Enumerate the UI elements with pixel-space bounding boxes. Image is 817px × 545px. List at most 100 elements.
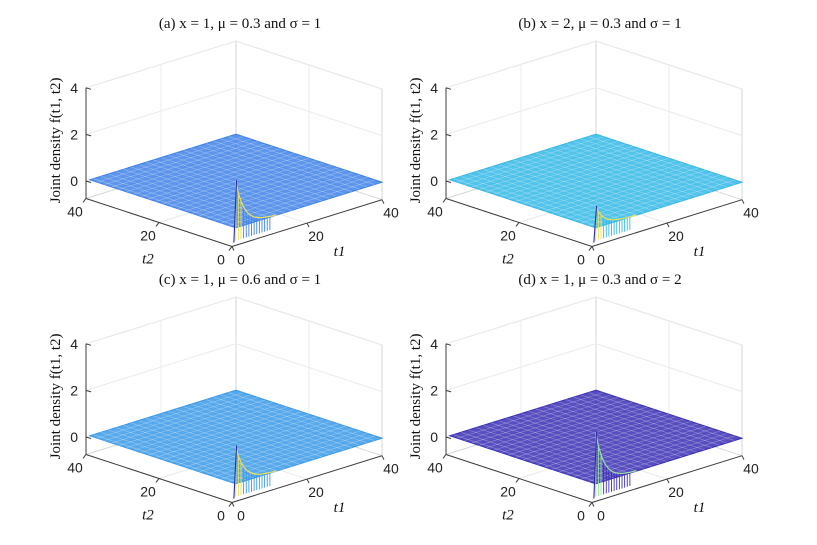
surface-mesh (145, 417, 293, 467)
tick-label-t2: 0 (577, 507, 585, 523)
panel-title: (b) x = 2, μ = 0.3 and σ = 1 (518, 16, 681, 32)
grid-line-z (85, 87, 383, 137)
tick-t2 (442, 454, 447, 459)
surface-mesh (551, 423, 699, 470)
surface-mesh (493, 404, 640, 451)
surface-mesh (228, 179, 375, 226)
tick-z (445, 180, 452, 183)
x-axis-label: t1 (334, 244, 346, 260)
tick-label-t2: 0 (217, 507, 225, 523)
z-axis-label: Joint density f(t1, t2) (408, 77, 424, 203)
surface-mesh (468, 429, 615, 479)
surface-mesh (508, 409, 655, 456)
surface-mesh (513, 415, 660, 465)
surface-mesh (559, 425, 706, 473)
surface-mesh (558, 145, 705, 195)
tick-t2 (155, 222, 160, 227)
surface-mesh (126, 401, 273, 449)
surface-mesh (205, 143, 353, 192)
tick-t2 (82, 198, 87, 203)
tick-t1 (666, 478, 670, 484)
surface-mesh (169, 160, 317, 207)
surface-mesh (190, 147, 338, 197)
tick-label-z: 0 (70, 173, 78, 189)
surface-mesh (550, 403, 698, 453)
surface-mesh (453, 434, 600, 483)
surface-mesh (498, 164, 645, 213)
surface-mesh (550, 147, 698, 197)
tick-label-t1: 40 (383, 461, 399, 477)
surface-mesh (513, 159, 660, 209)
surface-mesh (220, 394, 368, 444)
tick-label-t1: 20 (668, 484, 684, 500)
surface-mesh (475, 427, 623, 476)
tick-t2 (442, 198, 447, 203)
surface-mesh (515, 155, 662, 202)
surface-mesh (535, 152, 683, 202)
tick-label-t2: 0 (577, 251, 585, 267)
surface-spike (593, 205, 598, 243)
tick-t1 (591, 502, 595, 507)
surface-mesh (206, 428, 353, 475)
chart-panel-a: 0 20 40 0 20 40 0 2 4 (a) x = 1, μ = 0.3 and σ = … (48, 16, 399, 267)
surface-peak-ridge (595, 206, 637, 221)
surface-mesh (221, 433, 368, 480)
surface-mesh (169, 416, 317, 463)
tick-label-z: 2 (430, 126, 438, 142)
surface-mesh (486, 401, 633, 449)
box-edge (445, 40, 743, 90)
tick-label-z: 0 (430, 173, 438, 189)
grid-line-z (445, 343, 743, 393)
surface-mesh (464, 138, 611, 185)
surface-mesh (140, 406, 288, 453)
surface-mesh (528, 410, 675, 460)
surface-mesh (220, 138, 368, 188)
tick-z (85, 133, 92, 137)
box-edge (85, 40, 383, 90)
tick-label-t2: 40 (427, 459, 443, 475)
surface-mesh (500, 406, 648, 453)
surface-mesh (490, 422, 638, 472)
surface-spike (233, 445, 238, 499)
box-edge (445, 296, 743, 346)
surface-spike (233, 180, 238, 243)
surface-mesh (111, 141, 258, 188)
surface-mesh (478, 143, 626, 190)
surface-sheet (448, 133, 744, 229)
box-edge (85, 296, 383, 346)
tick-z (85, 180, 92, 183)
surface-mesh (456, 392, 604, 439)
surface-mesh (460, 432, 608, 481)
tick-z (445, 436, 452, 439)
tick-label-t2: 20 (500, 483, 516, 499)
surface-mesh (498, 420, 645, 469)
surface-mesh (96, 136, 244, 183)
tick-label-t2: 40 (67, 459, 83, 475)
surface-mesh (191, 423, 339, 470)
tick-label-z: 4 (70, 336, 78, 352)
grid-line-z (85, 296, 383, 346)
surface-mesh (100, 176, 248, 225)
surface-mesh (228, 392, 375, 441)
surface-mesh (130, 166, 278, 216)
surface-mesh (140, 150, 288, 197)
surface-mesh (126, 145, 273, 193)
tick-z (85, 343, 92, 346)
panel-title: (d) x = 1, μ = 0.3 and σ = 2 (518, 272, 681, 288)
surface-mesh (573, 396, 720, 446)
surface-mesh (213, 396, 360, 446)
grid-line-z (85, 343, 383, 393)
tick-label-t1: 0 (237, 507, 245, 523)
surface-mesh (155, 155, 302, 202)
tick-label-t1: 20 (668, 228, 684, 244)
surface-mesh (130, 422, 278, 472)
tick-t1 (231, 246, 235, 251)
surface-mesh (177, 162, 324, 209)
surface-mesh (493, 148, 640, 195)
tick-z (85, 436, 92, 439)
surface-mesh (104, 138, 251, 185)
surface-mesh (108, 173, 255, 223)
grid-line-z (85, 40, 383, 90)
surface-mesh (108, 429, 255, 479)
